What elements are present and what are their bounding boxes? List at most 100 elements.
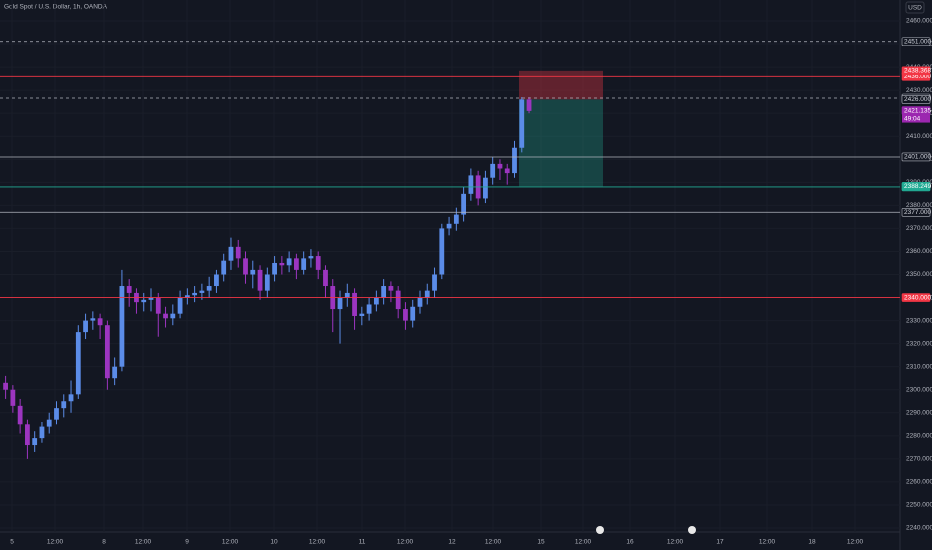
y-tick-label: 2320.000	[906, 340, 932, 347]
candle-body	[417, 297, 423, 307]
candle-body	[352, 292, 357, 316]
candle-body	[410, 306, 416, 321]
candle-body	[112, 366, 118, 379]
y-tick-label: 2240.000	[906, 525, 932, 532]
chart-title: Gold Spot / U.S. Dollar, 1h, OANDA	[4, 4, 108, 11]
candle-body	[97, 318, 103, 326]
candle-body	[228, 246, 234, 261]
x-tick-label: 12	[448, 539, 456, 546]
price-tag	[901, 182, 931, 191]
price-tag	[901, 152, 931, 162]
price-tag-label: 2401.000	[904, 154, 931, 161]
y-tick-label: 2260.000	[906, 479, 932, 486]
price-tag-label: 2388.249	[904, 183, 931, 190]
x-tick-label: 12:00	[575, 539, 592, 546]
y-tick-label: 2380.000	[906, 202, 932, 209]
candle-body	[323, 269, 328, 287]
y-tick-label: 2360.000	[906, 248, 932, 255]
candle-body	[235, 246, 241, 259]
candle-body	[264, 274, 270, 291]
candle-body	[214, 274, 219, 287]
candle-body	[199, 290, 205, 293]
candle-body	[10, 389, 16, 406]
candle-body	[337, 297, 343, 310]
x-tick-label: 12:00	[759, 539, 776, 546]
y-tick-label: 2410.000	[906, 133, 932, 140]
price-tag-label: 2451.000	[904, 38, 931, 45]
candle-body	[526, 99, 532, 111]
candle-body	[126, 286, 132, 293]
x-tick-label: 12:00	[309, 539, 326, 546]
candle-body	[32, 438, 38, 446]
candle-body	[68, 394, 74, 402]
currency[interactable]: USD	[908, 5, 922, 12]
candle-body	[25, 424, 30, 446]
x-tick-label: 12:00	[485, 539, 502, 546]
candle-body	[46, 419, 52, 427]
stop-zone	[519, 70, 603, 100]
candle-body	[90, 318, 96, 321]
candle-body	[286, 258, 292, 266]
x-tick-label: 11	[359, 539, 366, 546]
y-tick-label: 2430.000	[906, 87, 932, 94]
price-tag-label: 2436.000	[904, 73, 931, 80]
y-tick-label: 2460.000	[906, 18, 932, 25]
candle-body	[359, 313, 365, 316]
x-tick-label: 18	[808, 539, 816, 546]
candle-body	[344, 292, 350, 298]
candle-body	[148, 297, 154, 300]
candle-body	[170, 313, 176, 319]
y-tick-label: 2300.000	[906, 386, 932, 393]
y-tick-label: 2280.000	[906, 433, 932, 440]
candle-body	[155, 297, 161, 314]
candle-body	[54, 408, 59, 420]
x-tick-label: 15	[537, 539, 545, 546]
candle-body	[468, 175, 474, 194]
price-tag	[901, 293, 931, 302]
price-tag	[901, 66, 931, 76]
candle-body	[272, 262, 277, 275]
candle-body	[497, 163, 503, 169]
y-tick-label: 2250.000	[906, 502, 932, 509]
currency-button[interactable]	[905, 1, 925, 14]
candle-body	[366, 304, 372, 314]
y-tick-label: 2350.000	[906, 271, 932, 278]
candle-body	[373, 297, 379, 305]
y-tick-label: 2310.000	[906, 363, 932, 370]
candle-body	[177, 297, 183, 314]
candle-body	[395, 290, 401, 310]
candle-body	[453, 214, 459, 224]
candle-body	[61, 401, 67, 409]
event-icon[interactable]	[688, 526, 696, 534]
x-tick-label: 12:00	[47, 539, 64, 546]
x-tick-label: 12:00	[397, 539, 414, 546]
price-tag-label: 2438.368	[904, 68, 931, 75]
candle-body	[221, 260, 227, 275]
x-tick-label: 12:00	[222, 539, 239, 546]
candle-body	[490, 163, 496, 178]
candle-body	[141, 299, 147, 303]
candle-body	[446, 223, 452, 229]
x-tick-label: 17	[716, 539, 724, 546]
candle-body	[206, 286, 212, 291]
candle-body	[388, 286, 394, 291]
x-tick-label: 12:00	[667, 539, 684, 546]
y-tick-label: 2290.000	[906, 409, 932, 416]
y-tick-label: 2370.000	[906, 225, 932, 232]
candle-body	[250, 269, 256, 275]
candle-body	[439, 228, 445, 275]
candle-body	[432, 274, 437, 291]
price-tag-label: 2421.135	[904, 107, 931, 114]
x-tick-label: 10	[270, 539, 278, 546]
candle-body	[512, 147, 517, 174]
candle-body	[184, 295, 190, 298]
event-icon[interactable]	[596, 526, 604, 534]
price-tag	[901, 95, 931, 104]
candle-body	[308, 256, 314, 259]
candle-body	[104, 325, 110, 379]
x-tick-label: 5	[10, 539, 14, 546]
target-zone	[519, 99, 603, 187]
candle-body	[483, 177, 488, 199]
price-tag	[901, 207, 931, 217]
